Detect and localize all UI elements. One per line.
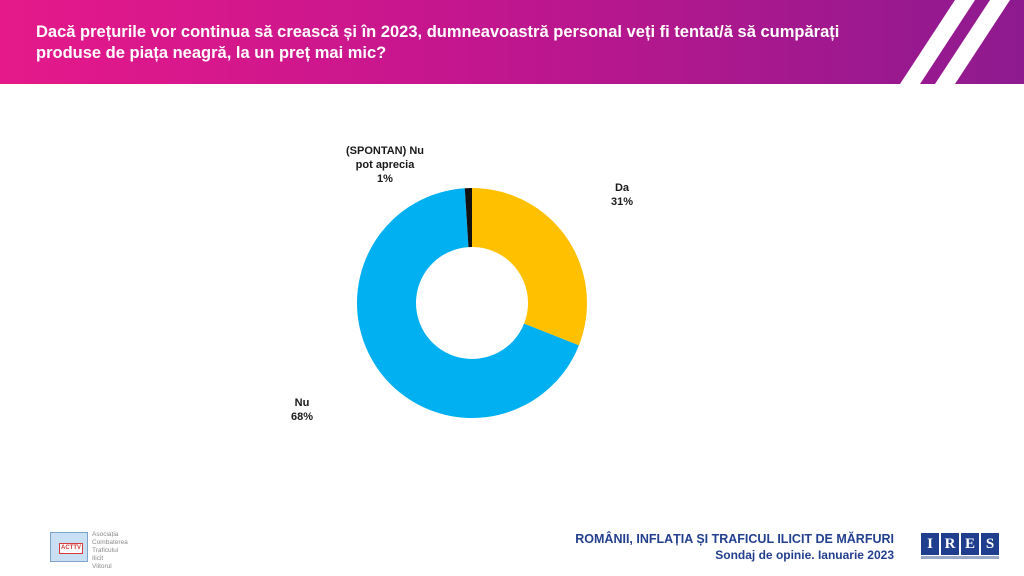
ires-logo-underline (921, 556, 999, 559)
acttv-badge: ACTTV (59, 543, 83, 554)
ires-logo: I R E S (921, 533, 999, 555)
acttv-line: Traficului (92, 547, 119, 554)
footer-subtitle: Sondaj de opinie. Ianuarie 2023 (715, 548, 894, 562)
donut-slice-da (472, 188, 587, 346)
slice-label-spontan-line2: pot aprecia (355, 159, 415, 171)
slice-label-da: Da 31% (602, 181, 642, 209)
acttv-name-lines: Asociația Combaterea Traficului Ilicit V… (92, 531, 128, 571)
slice-label-spontan-value: 1% (377, 173, 393, 185)
slice-label-nu: Nu 68% (282, 396, 322, 424)
slice-label-da-name: Da (614, 182, 630, 194)
question-title: Dacă prețurile vor continua să crească ș… (36, 23, 840, 62)
acttv-line: Viitorul (92, 563, 112, 570)
header-banner: Dacă prețurile vor continua să crească ș… (0, 0, 1024, 84)
slice-label-da-value: 31% (610, 196, 634, 208)
decorative-stripes (900, 0, 1010, 84)
acttv-logo: ACTTV (50, 532, 88, 562)
donut-slice-nu-pot-aprecia (464, 188, 472, 248)
acttv-line: Asociația (92, 531, 119, 538)
ires-letter: R (941, 533, 959, 555)
acttv-line: Ilicit (92, 555, 104, 562)
slice-label-nu-pot-aprecia: (SPONTAN) Nu pot aprecia 1% (340, 144, 430, 186)
ires-letter: I (921, 533, 939, 555)
footer-title: ROMÂNII, INFLAȚIA ȘI TRAFICUL ILICIT DE … (575, 532, 894, 546)
acttv-line: Combaterea (92, 539, 128, 546)
donut-slice-nu (357, 188, 579, 418)
slice-label-nu-name: Nu (294, 397, 310, 409)
ires-letter: S (981, 533, 999, 555)
ires-letter: E (961, 533, 979, 555)
slice-label-spontan-line1: (SPONTAN) Nu (345, 145, 424, 157)
slice-label-nu-value: 68% (290, 411, 314, 423)
